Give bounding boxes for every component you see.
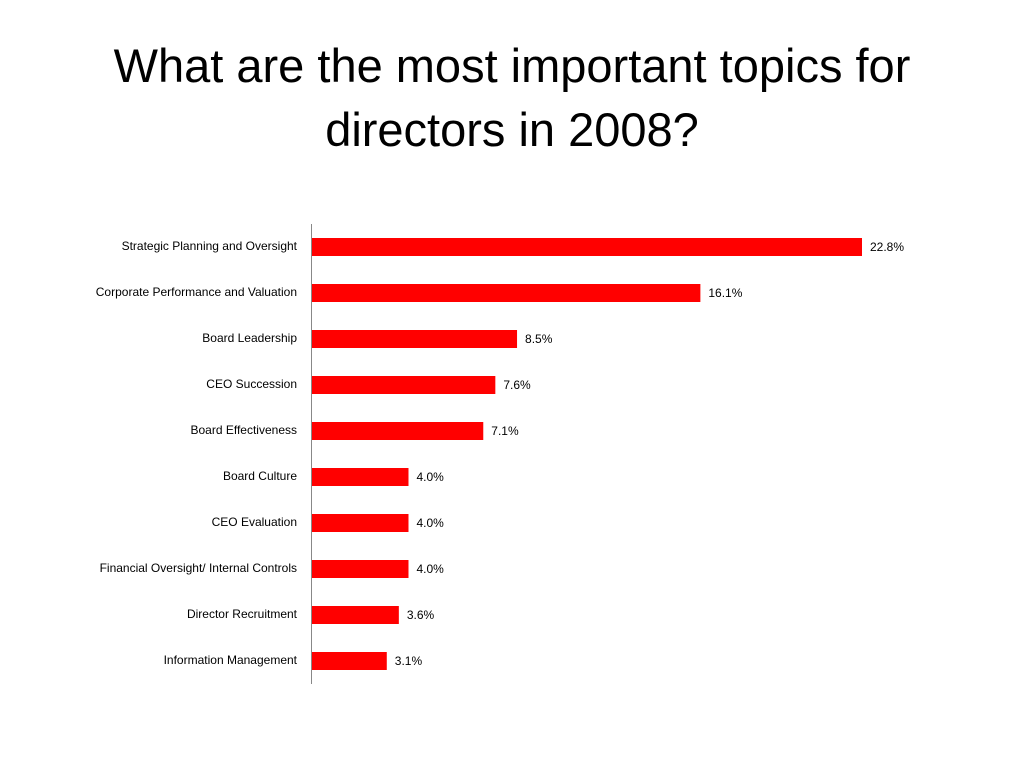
bar	[312, 376, 496, 394]
chart-title-box: What are the most important topics for d…	[0, 34, 1024, 162]
category-label: Board Effectiveness	[190, 423, 297, 437]
category-label: Board Culture	[223, 469, 297, 483]
category-label: CEO Succession	[206, 377, 297, 391]
bar	[312, 560, 409, 578]
value-label: 8.5%	[525, 332, 553, 346]
category-label: Information Management	[164, 653, 298, 667]
value-label: 4.0%	[416, 470, 444, 484]
category-label: Director Recruitment	[187, 607, 298, 621]
value-label: 22.8%	[870, 240, 904, 254]
bar	[312, 422, 484, 440]
value-label: 3.1%	[395, 654, 423, 668]
value-label: 7.6%	[503, 378, 531, 392]
value-label: 16.1%	[708, 286, 742, 300]
value-label: 4.0%	[416, 562, 444, 576]
category-label: Corporate Performance and Valuation	[96, 285, 297, 299]
bar	[312, 468, 409, 486]
bar	[312, 514, 409, 532]
bar	[312, 652, 387, 670]
bar	[312, 330, 518, 348]
category-label: Financial Oversight/ Internal Controls	[100, 561, 297, 575]
bar	[312, 238, 862, 256]
value-label: 7.1%	[491, 424, 519, 438]
category-label: Strategic Planning and Oversight	[122, 239, 298, 253]
category-label: Board Leadership	[202, 331, 297, 345]
category-label: CEO Evaluation	[212, 515, 297, 529]
value-label: 3.6%	[407, 608, 435, 622]
bar	[312, 606, 399, 624]
bar	[312, 284, 701, 302]
chart-title: What are the most important topics for d…	[113, 39, 911, 156]
value-label: 4.0%	[416, 516, 444, 530]
